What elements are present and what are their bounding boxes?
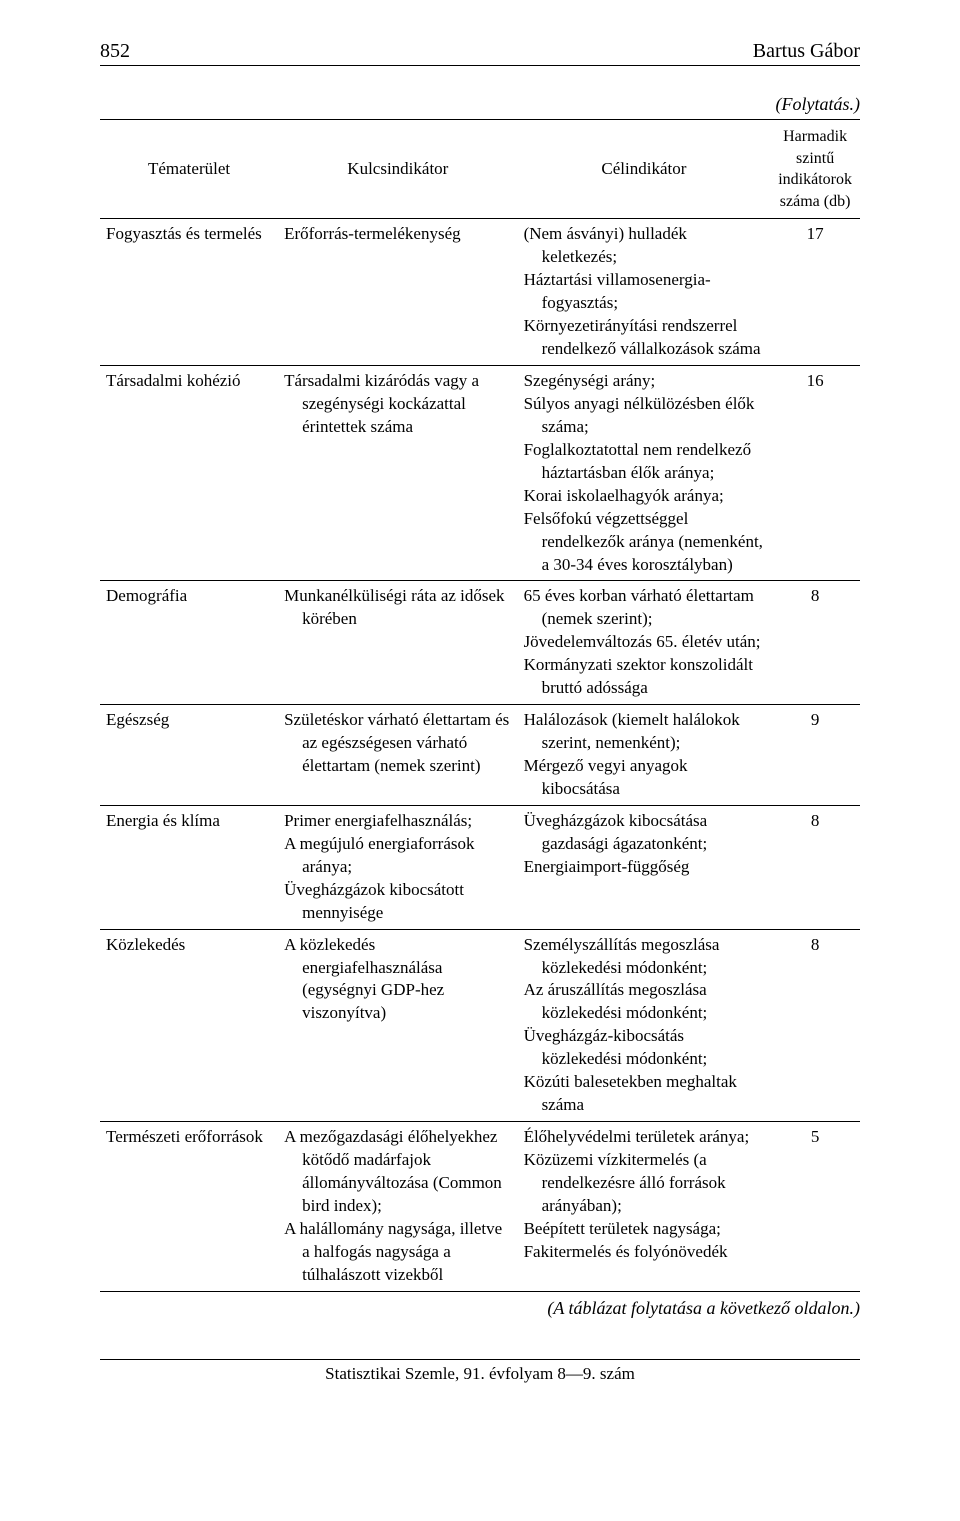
table-row: Természeti erőforrások A mezőgazdasági é…: [100, 1122, 860, 1292]
key-text: Társadalmi kizáródás vagy a szegénységi …: [284, 370, 511, 439]
continuation-label: (Folytatás.): [100, 94, 860, 115]
target-item: Közúti balesetekben meghaltak száma: [524, 1071, 765, 1117]
target-item: Az áruszállítás megoszlása közlekedési m…: [524, 979, 765, 1025]
page-header: 852 Bartus Gábor: [100, 40, 860, 66]
key-item: A mezőgazdasági élőhelyekhez kötődő madá…: [284, 1126, 511, 1218]
key-item: A megújuló energiaforrások aránya;: [284, 833, 511, 879]
author-name: Bartus Gábor: [753, 40, 860, 63]
table-continuation-note: (A táblázat folytatása a következő oldal…: [100, 1298, 860, 1319]
cell-key: Társadalmi kizáródás vagy a szegénységi …: [278, 366, 517, 581]
target-item: (Nem ásványi) hulladék keletkezés;: [524, 223, 765, 269]
th-count: Harmadik szintű indikátorok száma (db): [770, 120, 860, 219]
target-item: Üvegházgázok kibocsátása gazdasági ágaza…: [524, 810, 765, 856]
table-body: Fogyasztás és termelés Erőforrás-termelé…: [100, 219, 860, 1291]
cell-count: 9: [770, 705, 860, 806]
cell-target: 65 éves korban várható élettartam (nemek…: [518, 581, 771, 705]
cell-target: (Nem ásványi) hulladék keletkezés; Házta…: [518, 219, 771, 366]
target-item: Halálozások (kiemelt halálokok szerint, …: [524, 709, 765, 755]
th-topic: Tématerület: [100, 120, 278, 219]
cell-target: Élőhelyvédelmi területek aránya; Közüzem…: [518, 1122, 771, 1292]
target-item: Jövedelemváltozás 65. életév után;: [524, 631, 765, 654]
cell-topic: Társadalmi kohézió: [100, 366, 278, 581]
target-item: 65 éves korban várható élettartam (nemek…: [524, 585, 765, 631]
key-text: Születéskor várható élettartam és az egé…: [284, 709, 511, 778]
cell-topic: Közlekedés: [100, 929, 278, 1122]
target-item: Személyszállítás megoszlása közlekedési …: [524, 934, 765, 980]
indicator-table: Tématerület Kulcsindikátor Célindikátor …: [100, 119, 860, 1292]
cell-target: Személyszállítás megoszlása közlekedési …: [518, 929, 771, 1122]
cell-key: Születéskor várható élettartam és az egé…: [278, 705, 517, 806]
key-item: Üvegházgázok kibocsátott mennyisége: [284, 879, 511, 925]
target-item: Energiaimport-függőség: [524, 856, 765, 879]
cell-topic: Természeti erőforrások: [100, 1122, 278, 1292]
cell-topic: Energia és klíma: [100, 805, 278, 929]
cell-key: Munkanélküliségi ráta az idősek körében: [278, 581, 517, 705]
target-item: Beépített területek nagysága;: [524, 1218, 765, 1241]
table-header: Tématerület Kulcsindikátor Célindikátor …: [100, 120, 860, 219]
th-key: Kulcsindikátor: [278, 120, 517, 219]
cell-topic: Demográfia: [100, 581, 278, 705]
target-item: Üvegházgáz-kibocsátás közlekedési módonk…: [524, 1025, 765, 1071]
target-item: Közüzemi vízkitermelés (a rendelkezésre …: [524, 1149, 765, 1218]
target-item: Élőhelyvédelmi területek aránya;: [524, 1126, 765, 1149]
cell-count: 8: [770, 805, 860, 929]
table-row: Társadalmi kohézió Társadalmi kizáródás …: [100, 366, 860, 581]
cell-key: Erőforrás-termelékenység: [278, 219, 517, 366]
th-target: Célindikátor: [518, 120, 771, 219]
key-item: Primer energiafelhasználás;: [284, 810, 511, 833]
target-item: Háztartási villamosenergia-fogyasztás;: [524, 269, 765, 315]
cell-target: Üvegházgázok kibocsátása gazdasági ágaza…: [518, 805, 771, 929]
target-item: Kormányzati szektor konszolidált bruttó …: [524, 654, 765, 700]
table-row: Demográfia Munkanélküliségi ráta az idős…: [100, 581, 860, 705]
target-item: Környezetirányítási rendszerrel rendelke…: [524, 315, 765, 361]
cell-count: 5: [770, 1122, 860, 1292]
cell-count: 17: [770, 219, 860, 366]
page-footer: Statisztikai Szemle, 91. évfolyam 8—9. s…: [100, 1359, 860, 1384]
key-item: A halállomány nagysága, illetve a halfog…: [284, 1218, 511, 1287]
target-item: Felsőfokú végzettséggel rendelkezők arán…: [524, 508, 765, 577]
target-item: Szegénységi arány;: [524, 370, 765, 393]
table-row: Egészség Születéskor várható élettartam …: [100, 705, 860, 806]
table-row: Fogyasztás és termelés Erőforrás-termelé…: [100, 219, 860, 366]
cell-target: Szegénységi arány; Súlyos anyagi nélkülö…: [518, 366, 771, 581]
target-item: Foglalkoztatottal nem rendelkező háztart…: [524, 439, 765, 485]
cell-key: Primer energiafelhasználás; A megújuló e…: [278, 805, 517, 929]
key-text: Munkanélküliségi ráta az idősek körében: [284, 585, 511, 631]
cell-key: A mezőgazdasági élőhelyekhez kötődő madá…: [278, 1122, 517, 1292]
cell-topic: Fogyasztás és termelés: [100, 219, 278, 366]
page: 852 Bartus Gábor (Folytatás.) Tématerüle…: [0, 0, 960, 1424]
key-text: Erőforrás-termelékenység: [284, 223, 511, 246]
cell-count: 16: [770, 366, 860, 581]
cell-target: Halálozások (kiemelt halálokok szerint, …: [518, 705, 771, 806]
cell-count: 8: [770, 581, 860, 705]
key-text: A közlekedés energiafelhasználása (egysé…: [284, 934, 511, 1026]
target-item: Súlyos anyagi nélkülözésben élők száma;: [524, 393, 765, 439]
table-row: Közlekedés A közlekedés energiafelhaszná…: [100, 929, 860, 1122]
page-number: 852: [100, 40, 130, 63]
cell-topic: Egészség: [100, 705, 278, 806]
cell-key: A közlekedés energiafelhasználása (egysé…: [278, 929, 517, 1122]
target-item: Korai iskolaelhagyók aránya;: [524, 485, 765, 508]
cell-count: 8: [770, 929, 860, 1122]
table-row: Energia és klíma Primer energiafelhaszná…: [100, 805, 860, 929]
target-item: Fakitermelés és folyónövedék: [524, 1241, 765, 1264]
target-item: Mérgező vegyi anyagok kibocsátása: [524, 755, 765, 801]
